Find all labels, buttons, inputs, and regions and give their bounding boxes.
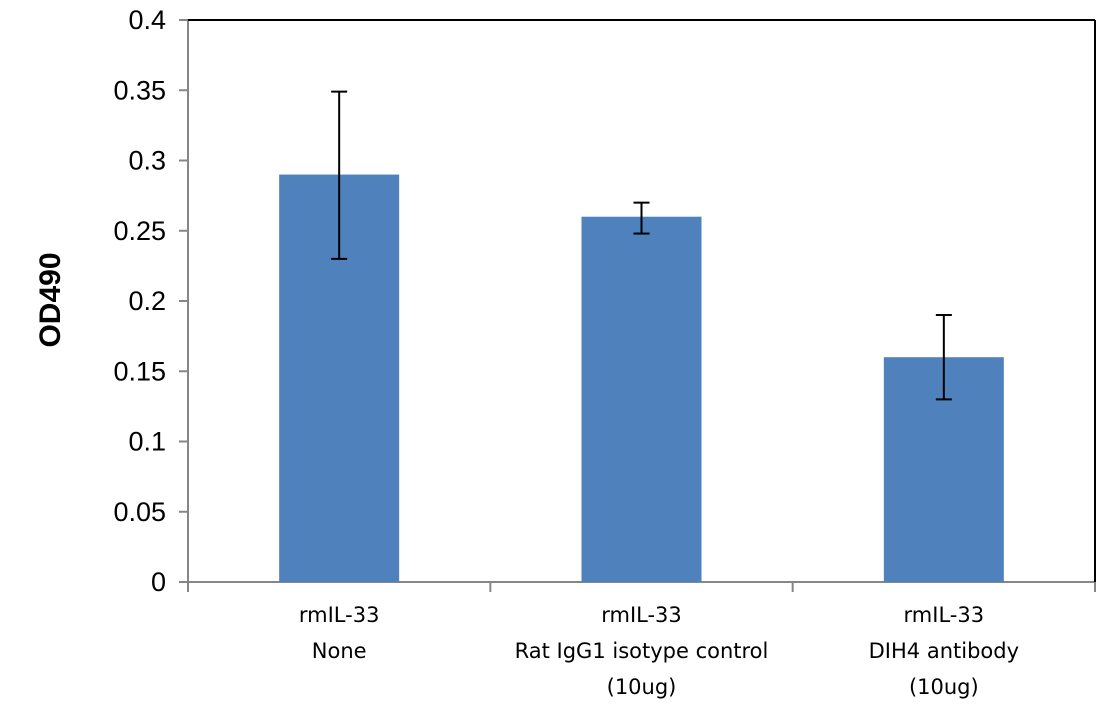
y-tick-label: 0 [151,567,166,597]
x-axis-category-labels: rmIL-33 None rmIL-33 Rat IgG1 isotype contr… [187,582,1096,699]
y-axis-title: OD490 [34,252,67,347]
y-axis-ticks: 0 0.05 0.1 0.15 0.2 0.25 0.3 0.35 0.4 [113,5,188,597]
y-tick-label: 0.2 [128,286,166,316]
x-category-label: None [312,639,367,663]
y-tick-label: 0.1 [128,427,166,457]
bar [581,216,702,582]
x-category-label: (10ug) [909,675,979,699]
bars [279,174,1004,583]
y-tick-label: 0.05 [113,497,166,527]
error-bars [331,90,952,401]
y-tick-label: 0.35 [113,75,166,105]
x-category-label: rmIL-33 [299,603,380,627]
x-category-label: rmIL-33 [904,603,985,627]
x-category-label: (10ug) [607,675,677,699]
x-category-label: DIH4 antibody [869,639,1019,663]
x-category-label: rmIL-33 [601,603,682,627]
y-tick-label: 0.3 [128,146,166,176]
y-tick-label: 0.15 [113,356,166,386]
y-tick-label: 0.25 [113,216,166,246]
x-category-label: Rat IgG1 isotype control [515,639,769,663]
y-tick-label: 0.4 [128,5,166,35]
